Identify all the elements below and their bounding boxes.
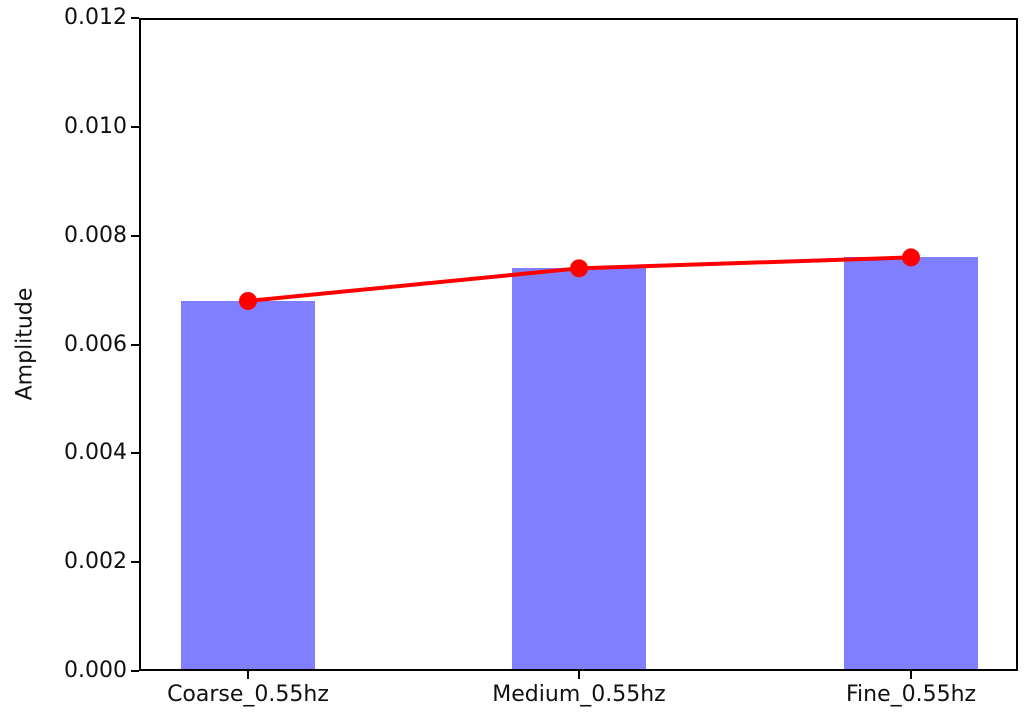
bars-layer xyxy=(139,18,1018,671)
bar-fine_0.55hz xyxy=(844,257,979,671)
y-tick-mark xyxy=(131,670,139,672)
line-marker-medium_0.55hz xyxy=(570,259,589,278)
y-tick-mark xyxy=(131,343,139,346)
y-tick-mark xyxy=(131,452,139,455)
y-tick-label: 0.004 xyxy=(64,440,127,466)
x-tick-mark xyxy=(246,671,249,679)
line-layer xyxy=(238,248,921,310)
y-tick-label: 0.008 xyxy=(64,222,127,248)
y-tick-mark xyxy=(131,234,139,237)
y-tick-mark xyxy=(131,125,139,128)
x-tick-label: Fine_0.55hz xyxy=(845,682,977,707)
bar-coarse_0.55hz xyxy=(180,300,316,671)
y-tick-label: 0.006 xyxy=(64,331,127,357)
x-tick-mark xyxy=(578,671,581,679)
y-tick-label: 0.012 xyxy=(64,5,127,30)
y-tick-mark xyxy=(131,17,139,19)
x-tick-label: Medium_0.55hz xyxy=(492,682,666,707)
y-tick-label: 0.000 xyxy=(64,658,127,683)
y-tick-mark xyxy=(131,561,139,564)
y-tick-label: 0.002 xyxy=(64,549,127,575)
bar-medium_0.55hz xyxy=(512,268,647,671)
x-tick-mark xyxy=(910,671,913,679)
line-marker-fine_0.55hz xyxy=(902,248,921,267)
line-marker-coarse_0.55hz xyxy=(238,291,257,310)
x-tick-label: Coarse_0.55hz xyxy=(167,682,329,707)
y-tick-label: 0.010 xyxy=(64,113,127,139)
